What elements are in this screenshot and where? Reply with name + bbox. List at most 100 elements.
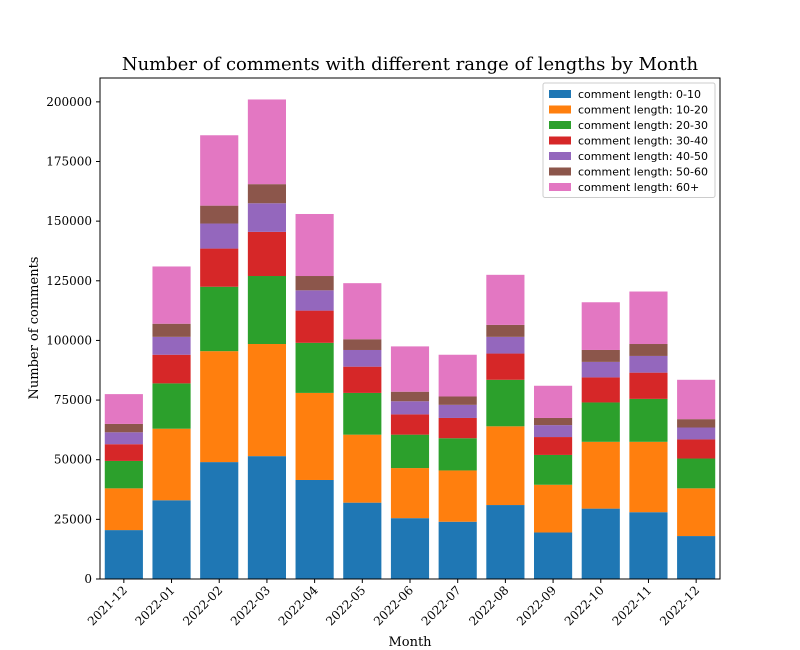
- bar-segment-2022-11-s3: [629, 372, 668, 399]
- bar-segment-2022-10-s1: [581, 441, 620, 509]
- legend: comment length: 0-10 comment length: 10-2…: [542, 82, 716, 198]
- bar-segment-2022-03-s0: [247, 456, 286, 579]
- bar-segment-2022-11-s5: [629, 344, 668, 356]
- bar-segment-2022-07-s1: [438, 470, 477, 522]
- bar-segment-2022-05-s2: [343, 392, 382, 435]
- bar-segment-2021-12-s0: [104, 530, 143, 579]
- bar-segment-2022-02-s0: [200, 462, 239, 579]
- bar-segment-2021-12-s2: [104, 460, 143, 489]
- bar-segment-2022-09-s1: [534, 484, 573, 533]
- bar-segment-2022-04-s3: [295, 310, 334, 343]
- legend-label: comment length: 30-40: [578, 135, 708, 148]
- legend-swatch: [549, 121, 571, 129]
- y-tick-label: 200000: [46, 95, 92, 109]
- bar-segment-2022-05-s4: [343, 349, 382, 367]
- bar-segment-2022-04-s5: [295, 276, 334, 291]
- bar-segment-2022-10-s6: [581, 302, 620, 350]
- bar-segment-2022-02-s1: [200, 351, 239, 463]
- bar-segment-2022-09-s3: [534, 437, 573, 455]
- y-axis-label: Number of comments: [27, 257, 42, 400]
- bar-segment-2022-08-s3: [486, 353, 525, 380]
- y-tick-label: 150000: [46, 214, 92, 228]
- bar-segment-2022-07-s6: [438, 354, 477, 397]
- bar-segment-2022-06-s1: [390, 468, 430, 519]
- bar-segment-2021-12-s5: [104, 423, 143, 433]
- bar-segment-2022-10-s5: [581, 349, 620, 362]
- bar-segment-2022-02-s3: [200, 248, 239, 287]
- bar-segment-2022-02-s5: [200, 205, 239, 224]
- bar-segment-2022-10-s3: [581, 377, 620, 403]
- legend-label: comment length: 0-10: [578, 88, 701, 101]
- bar-segment-2022-01-s2: [152, 383, 191, 429]
- x-tick-label: 2022-05: [323, 583, 368, 628]
- bar-segment-2022-03-s2: [247, 276, 286, 344]
- legend-swatch: [549, 183, 571, 191]
- bar-segment-2022-09-s0: [534, 532, 573, 579]
- bar-segment-2022-12-s0: [677, 536, 716, 579]
- x-tick-label: 2022-11: [609, 583, 654, 628]
- bar-segment-2022-01-s5: [152, 323, 191, 337]
- legend-swatch: [549, 152, 571, 160]
- bar-segment-2022-07-s2: [438, 438, 477, 471]
- bar-segment-2022-02-s4: [200, 223, 239, 249]
- legend-swatch: [549, 105, 571, 114]
- bar-segment-2022-08-s5: [486, 324, 525, 337]
- legend-swatch: [549, 136, 571, 145]
- bar-segment-2022-10-s0: [581, 508, 620, 579]
- bar-segment-2022-03-s1: [247, 344, 286, 457]
- bar-segment-2022-11-s1: [629, 441, 668, 513]
- bar-segment-2021-12-s4: [104, 432, 143, 445]
- x-axis: 2021-12 2022-01 2022-02 2022-03 2022-04 2022-…: [85, 579, 702, 628]
- y-tick-label: 0: [84, 572, 92, 586]
- bar-segment-2022-11-s4: [629, 355, 668, 373]
- y-tick-label: 75000: [54, 393, 92, 407]
- bar-segment-2022-11-s2: [629, 398, 668, 442]
- y-tick-label: 100000: [46, 333, 92, 347]
- bar-segment-2021-12-s1: [104, 488, 143, 531]
- legend-label: comment length: 20-30: [578, 119, 708, 132]
- y-axis: 0 25000 50000 75000 100000 125000 150000 175000…: [46, 95, 100, 586]
- bar-segment-2022-01-s0: [152, 500, 191, 579]
- bar-segment-2022-09-s4: [534, 425, 573, 438]
- legend-box: [542, 82, 716, 198]
- chart-title: Number of comments with different range …: [122, 54, 699, 75]
- bar-segment-2022-09-s5: [534, 417, 573, 426]
- bar-segment-2022-04-s1: [295, 392, 334, 480]
- bar-segment-2022-05-s3: [343, 366, 382, 393]
- x-tick-label: 2021-12: [85, 583, 130, 628]
- legend-label: comment length: 60+: [578, 181, 699, 194]
- bar-segment-2022-09-s2: [534, 454, 573, 485]
- bar-segment-2022-01-s4: [152, 336, 191, 355]
- bar-segment-2022-04-s2: [295, 342, 334, 393]
- x-tick-label: 2022-10: [562, 583, 607, 628]
- legend-label: comment length: 10-20: [578, 104, 708, 117]
- bar-segment-2022-03-s4: [247, 203, 286, 232]
- y-tick-label: 125000: [46, 274, 92, 288]
- bar-segment-2022-01-s3: [152, 354, 191, 384]
- bar-segment-2022-06-s6: [390, 346, 430, 392]
- bar-segment-2022-12-s3: [677, 439, 716, 459]
- x-tick-label: 2022-07: [419, 583, 464, 628]
- bar-segment-2022-05-s0: [343, 502, 382, 579]
- bar-segment-2022-07-s3: [438, 417, 477, 439]
- bar-segment-2022-08-s6: [486, 274, 525, 325]
- bar-segment-2022-08-s2: [486, 379, 525, 427]
- legend-swatch: [549, 167, 571, 176]
- bar-segment-2022-06-s4: [390, 401, 430, 415]
- bar-segment-2022-07-s0: [438, 521, 477, 579]
- bar-segment-2022-10-s2: [581, 402, 620, 442]
- y-tick-label: 25000: [54, 512, 92, 526]
- bar-segment-2022-10-s4: [581, 361, 620, 378]
- legend-label: comment length: 40-50: [578, 150, 708, 163]
- bar-segment-2022-12-s6: [677, 379, 716, 420]
- bar-segment-2022-12-s2: [677, 458, 716, 489]
- x-tick-label: 2022-06: [371, 583, 416, 628]
- bar-segment-2022-06-s5: [390, 391, 430, 402]
- bar-segment-2022-06-s2: [390, 434, 430, 469]
- x-axis-label: Month: [388, 635, 432, 650]
- legend-swatch: [549, 90, 571, 98]
- plot-area: [99, 77, 721, 580]
- x-tick-label: 2022-04: [276, 583, 321, 628]
